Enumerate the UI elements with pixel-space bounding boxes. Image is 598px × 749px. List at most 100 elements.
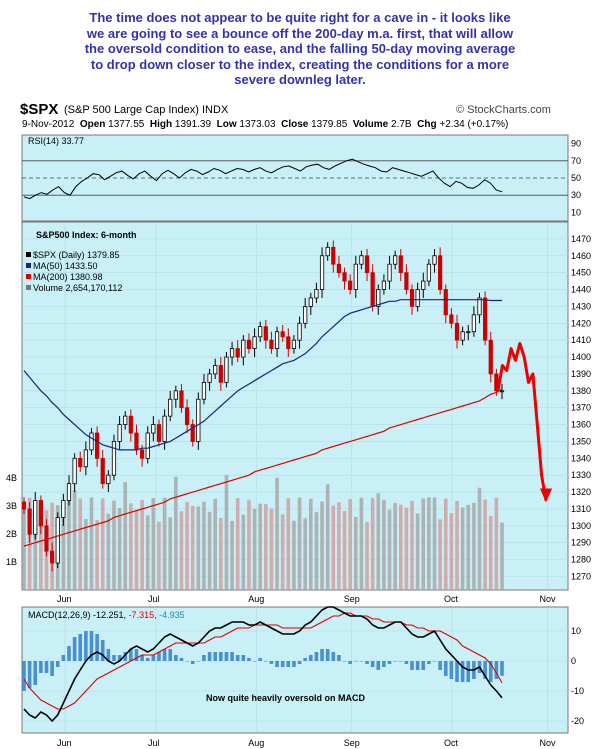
macd-histogram-bar — [112, 655, 116, 661]
macd-histogram-bar — [179, 658, 184, 661]
month-label: Nov — [540, 594, 557, 604]
candle-body — [95, 432, 100, 459]
volume-bar — [202, 501, 206, 590]
forecast-arrow-line — [496, 342, 548, 501]
macd-histogram-bar — [95, 634, 99, 661]
candle-body — [269, 339, 274, 350]
macd-histogram-bar — [145, 658, 150, 661]
macd-histogram-bar — [247, 658, 251, 661]
macd-histogram-bar — [421, 661, 426, 670]
commentary-text: The time does not appear to be quite rig… — [40, 10, 560, 88]
volume-bar — [264, 503, 268, 590]
rsi-tick-label: 70 — [571, 156, 581, 166]
chart-symbol: $SPX — [20, 101, 59, 118]
candle-body — [274, 331, 280, 350]
volume-bar — [348, 499, 352, 590]
volume-bar — [145, 515, 150, 590]
volume-bar — [22, 500, 26, 590]
macd-histogram-bar — [162, 649, 167, 661]
price-tick-label: 1460 — [571, 251, 591, 261]
candle-body — [106, 474, 111, 485]
candle-body — [308, 297, 313, 307]
macd-histogram-bar — [67, 646, 71, 661]
macd-histogram-bar — [258, 658, 262, 661]
candle-body — [398, 255, 403, 274]
volume-bar — [292, 520, 296, 590]
volume-bar — [460, 507, 465, 590]
volume-bar — [174, 476, 178, 590]
candle-body — [404, 272, 409, 290]
volume-bar — [258, 503, 262, 590]
volume-bar — [151, 497, 156, 590]
volume-bar — [252, 508, 257, 590]
macd-histogram-bar — [286, 661, 291, 667]
volume-bar — [168, 517, 173, 590]
macd-line — [23, 606, 503, 723]
macd-histogram-bar — [50, 661, 54, 676]
price-tick-label: 1450 — [571, 268, 591, 278]
volume-bar — [235, 498, 240, 590]
candle-body — [331, 246, 336, 265]
volume-bar — [443, 498, 448, 590]
rsi-tick-label: 90 — [571, 139, 581, 149]
price-tick-label: 1360 — [571, 420, 591, 430]
macd-histogram-bar — [353, 661, 358, 662]
volume-bar — [241, 514, 246, 590]
chg-value: +2.34 (+0.17%) — [439, 119, 509, 130]
volume-bar — [331, 505, 336, 590]
volume-bar — [432, 497, 437, 590]
volume-tick-label: 1B — [6, 557, 17, 567]
volume-bar — [500, 522, 504, 590]
month-label: Sep — [344, 594, 360, 604]
volume-bar — [179, 511, 184, 590]
volume-bar — [162, 497, 167, 590]
macd-histogram-bar — [157, 652, 161, 661]
volume-bar — [337, 502, 341, 590]
open-label: Open — [79, 119, 106, 130]
price-tick-label: 1420 — [571, 318, 591, 328]
price-tick-label: 1300 — [571, 521, 591, 531]
price-tick-label: 1400 — [571, 352, 591, 362]
volume-bar — [78, 498, 83, 590]
candle-body — [471, 314, 476, 333]
volume-label: Volume — [352, 119, 389, 130]
legend-swatch — [26, 285, 31, 290]
month-label: Jul — [148, 738, 160, 748]
candle-body — [111, 441, 117, 476]
month-label: Aug — [248, 594, 264, 604]
macd-histogram-bar — [213, 652, 217, 661]
volume-bar — [415, 513, 420, 590]
month-label: Jun — [57, 738, 72, 748]
commentary-line: The time does not appear to be quite rig… — [89, 10, 511, 25]
volume-bar — [213, 498, 217, 590]
macd-histogram-bar — [129, 649, 133, 661]
macd-histogram-bar — [303, 658, 307, 661]
macd-histogram-bar — [78, 634, 83, 661]
volume-bar — [477, 487, 482, 590]
volume-bar — [325, 484, 330, 590]
candle-body — [387, 263, 392, 282]
candle-body — [376, 289, 381, 307]
volume-bar — [230, 521, 234, 590]
macd-histogram-bar — [134, 649, 139, 661]
macd-histogram-bar — [44, 661, 49, 673]
macd-histogram-bar — [89, 631, 94, 661]
price-panel-title: S&P500 Index: 6-month — [36, 230, 137, 240]
ma200-line — [23, 388, 503, 547]
candle-body — [229, 348, 235, 358]
volume-bar — [342, 510, 347, 590]
legend-swatch — [26, 274, 31, 279]
macd-histogram-bar — [427, 661, 431, 664]
macd-annotation: Now quite heavily oversold on MACD — [206, 693, 366, 703]
candle-body — [235, 348, 240, 358]
rsi-tick-label: 30 — [571, 190, 581, 200]
candle-body — [421, 280, 426, 290]
macd-histogram-bar — [432, 661, 437, 662]
candle-body — [314, 289, 319, 299]
volume-bar — [134, 509, 139, 590]
rsi-tick-label: 50 — [571, 173, 581, 183]
macd-legend: MACD(12,26,9) -12.251, -7.315, -4.935 — [28, 610, 185, 620]
candle-body — [128, 415, 133, 434]
volume-bar — [365, 522, 369, 590]
macd-histogram-bar — [314, 652, 319, 661]
